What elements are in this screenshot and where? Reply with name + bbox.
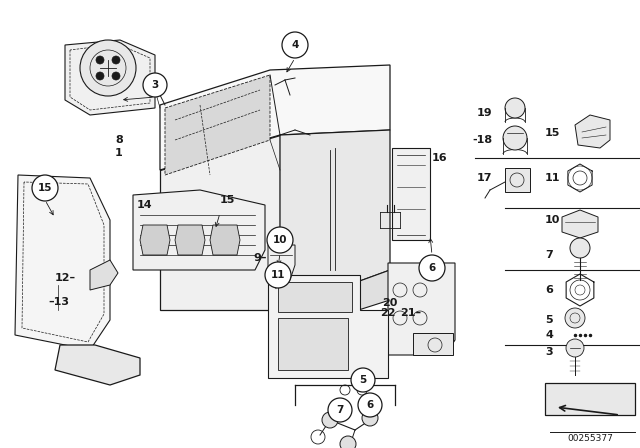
Circle shape (96, 72, 104, 80)
Polygon shape (505, 168, 530, 192)
Polygon shape (175, 225, 205, 255)
Text: 7: 7 (336, 405, 344, 415)
Text: 8: 8 (115, 135, 123, 145)
Text: 4: 4 (291, 40, 299, 50)
Polygon shape (413, 333, 453, 355)
Circle shape (351, 368, 375, 392)
Text: 10: 10 (273, 235, 287, 245)
Text: 21–: 21– (400, 308, 421, 318)
Polygon shape (280, 130, 390, 310)
Text: 6: 6 (366, 400, 374, 410)
Circle shape (565, 308, 585, 328)
Bar (545, 383, 635, 415)
Text: 16: 16 (432, 153, 447, 163)
Text: 1: 1 (115, 148, 123, 158)
Polygon shape (280, 270, 390, 335)
Text: 3: 3 (152, 80, 159, 90)
Circle shape (322, 412, 338, 428)
Text: 15: 15 (220, 195, 236, 205)
Circle shape (112, 56, 120, 64)
Polygon shape (15, 175, 110, 350)
Text: 3: 3 (545, 347, 552, 357)
Circle shape (570, 238, 590, 258)
Text: 5: 5 (545, 315, 552, 325)
Text: 11: 11 (271, 270, 285, 280)
Circle shape (340, 436, 356, 448)
Polygon shape (268, 245, 295, 280)
Circle shape (96, 56, 104, 64)
Polygon shape (55, 345, 140, 385)
Polygon shape (210, 225, 240, 255)
Polygon shape (575, 115, 610, 148)
Polygon shape (392, 148, 430, 240)
Polygon shape (278, 282, 352, 312)
Text: 14: 14 (137, 200, 152, 210)
Polygon shape (65, 40, 155, 115)
Circle shape (265, 262, 291, 288)
Circle shape (267, 227, 293, 253)
Text: 11: 11 (545, 173, 561, 183)
Polygon shape (160, 135, 280, 310)
Text: 6: 6 (428, 263, 436, 273)
Text: 15: 15 (545, 128, 561, 138)
Circle shape (32, 175, 58, 201)
Circle shape (566, 339, 584, 357)
Polygon shape (388, 263, 455, 355)
Text: 9–: 9– (253, 253, 266, 263)
Circle shape (328, 398, 352, 422)
Circle shape (143, 73, 167, 97)
Text: 7: 7 (545, 250, 553, 260)
Polygon shape (278, 318, 348, 370)
Text: 10: 10 (545, 215, 561, 225)
Circle shape (503, 126, 527, 150)
Circle shape (282, 32, 308, 58)
Circle shape (112, 72, 120, 80)
Text: –13: –13 (48, 297, 69, 307)
Text: 19: 19 (477, 108, 493, 118)
Text: -18: -18 (472, 135, 492, 145)
Bar (395, 338, 435, 350)
Text: 17: 17 (477, 173, 493, 183)
Text: 22: 22 (380, 308, 396, 318)
Text: 12–: 12– (55, 273, 76, 283)
Circle shape (362, 410, 378, 426)
Polygon shape (562, 210, 598, 238)
Text: 15: 15 (38, 183, 52, 193)
Circle shape (419, 255, 445, 281)
Polygon shape (133, 190, 265, 270)
Polygon shape (165, 75, 270, 175)
Circle shape (358, 393, 382, 417)
Polygon shape (140, 225, 170, 255)
Polygon shape (90, 260, 118, 290)
Text: 20: 20 (382, 298, 397, 308)
Circle shape (505, 98, 525, 118)
Circle shape (80, 40, 136, 96)
Polygon shape (160, 65, 390, 170)
Text: 5: 5 (360, 375, 367, 385)
Text: 6: 6 (545, 285, 553, 295)
Polygon shape (268, 275, 388, 378)
Text: 4: 4 (545, 330, 553, 340)
Text: 00255377: 00255377 (567, 434, 613, 443)
